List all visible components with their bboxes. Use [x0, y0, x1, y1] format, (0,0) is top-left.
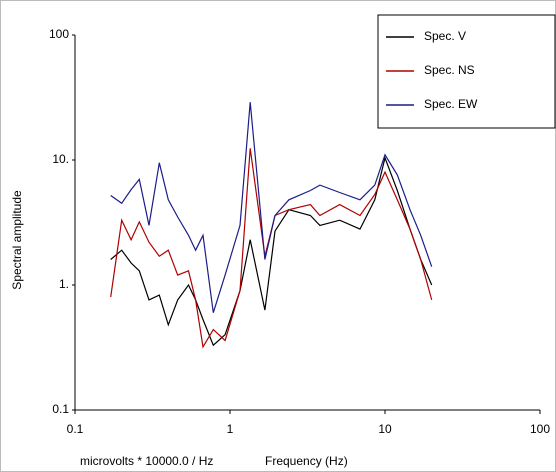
series-line: [110, 148, 433, 349]
y-tick-label: 1.: [59, 277, 69, 291]
series-line: [110, 102, 433, 313]
legend-label: Spec. NS: [424, 63, 475, 77]
y-axis-label: Spectral amplitude: [10, 190, 24, 290]
legend-label: Spec. EW: [424, 97, 478, 111]
x-tick-label: 10: [378, 422, 392, 436]
x-tick-label: 0.1: [67, 422, 84, 436]
y-tick-label: 10.: [52, 152, 69, 166]
x-tick-label: 1: [227, 422, 234, 436]
x-tick-label: 100: [530, 422, 550, 436]
units-note: microvolts * 10000.0 / Hz: [80, 454, 213, 468]
y-tick-label: 100: [49, 27, 69, 41]
legend-label: Spec. V: [424, 29, 466, 43]
x-axis-label: Frequency (Hz): [265, 454, 348, 468]
y-tick-label: 0.1: [52, 402, 69, 416]
series-line: [110, 155, 433, 347]
